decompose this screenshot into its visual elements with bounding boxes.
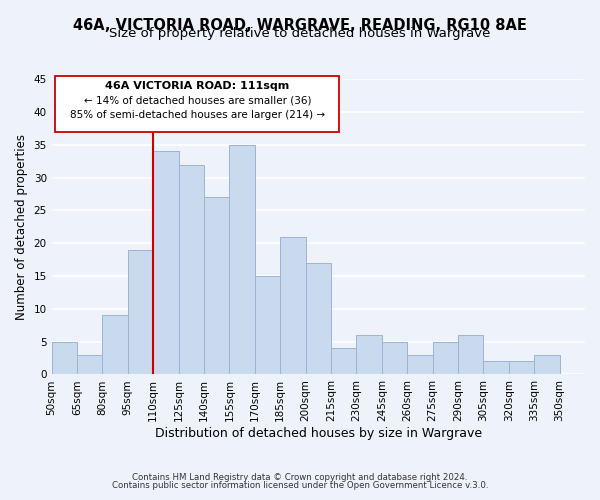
Text: Size of property relative to detached houses in Wargrave: Size of property relative to detached ho… (109, 28, 491, 40)
Text: 85% of semi-detached houses are larger (214) →: 85% of semi-detached houses are larger (… (70, 110, 325, 120)
Bar (128, 250, 153, 374)
Bar (458, 335, 484, 374)
Text: Contains HM Land Registry data © Crown copyright and database right 2024.: Contains HM Land Registry data © Crown c… (132, 472, 468, 482)
Bar (153, 152, 179, 374)
Bar (103, 316, 128, 374)
Bar (407, 355, 433, 374)
Text: 46A VICTORIA ROAD: 111sqm: 46A VICTORIA ROAD: 111sqm (105, 81, 289, 91)
Text: Contains public sector information licensed under the Open Government Licence v.: Contains public sector information licen… (112, 481, 488, 490)
Bar (52, 342, 77, 374)
Bar (305, 263, 331, 374)
Bar (229, 145, 255, 374)
Bar (179, 164, 204, 374)
Text: ← 14% of detached houses are smaller (36): ← 14% of detached houses are smaller (36… (83, 96, 311, 106)
Bar (382, 342, 407, 374)
Bar (255, 276, 280, 374)
Bar (534, 355, 560, 374)
FancyBboxPatch shape (55, 76, 340, 132)
Bar (204, 198, 229, 374)
Bar (356, 335, 382, 374)
Bar (280, 236, 305, 374)
Y-axis label: Number of detached properties: Number of detached properties (15, 134, 28, 320)
X-axis label: Distribution of detached houses by size in Wargrave: Distribution of detached houses by size … (155, 427, 482, 440)
Text: 46A, VICTORIA ROAD, WARGRAVE, READING, RG10 8AE: 46A, VICTORIA ROAD, WARGRAVE, READING, R… (73, 18, 527, 32)
Bar (484, 362, 509, 374)
Bar (509, 362, 534, 374)
Bar (331, 348, 356, 374)
Bar (433, 342, 458, 374)
Bar (77, 355, 103, 374)
